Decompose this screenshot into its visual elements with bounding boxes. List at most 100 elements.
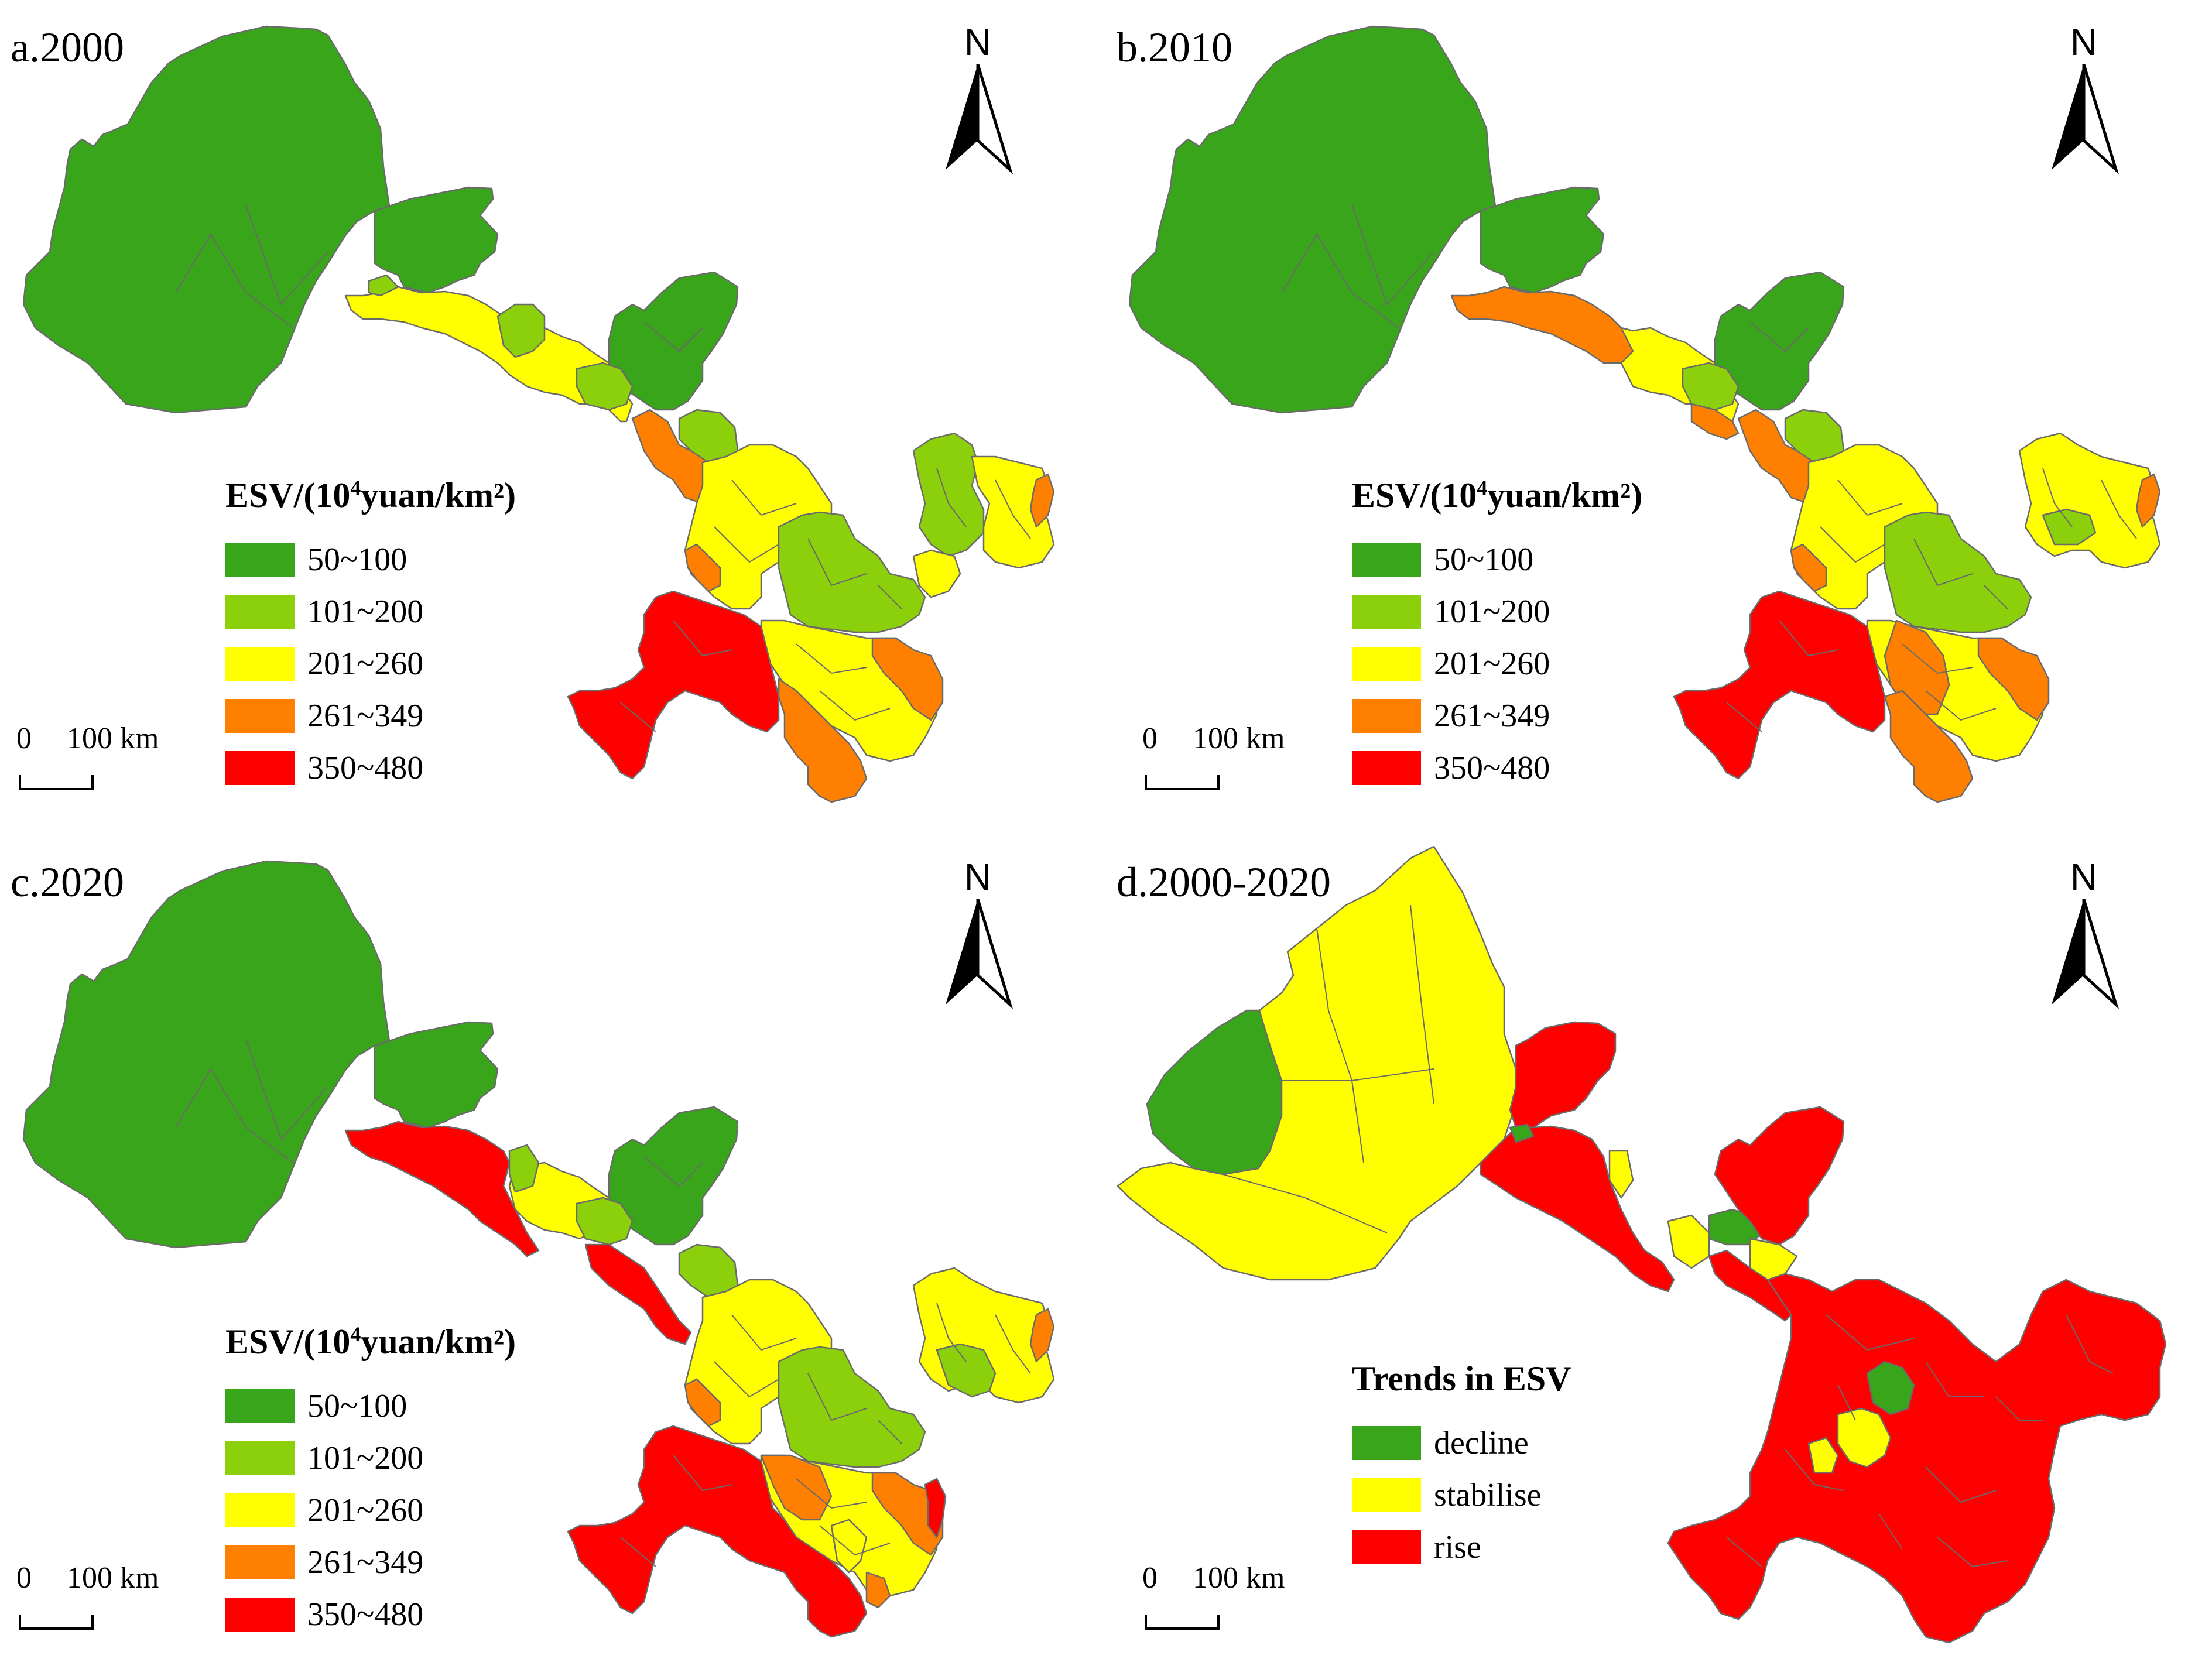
scale-zero: 0 bbox=[16, 1561, 32, 1595]
region-corridor-lightgreen-2 bbox=[576, 1197, 634, 1246]
legend-label: 261~349 bbox=[307, 697, 424, 734]
region-corridor-lightgreen-2 bbox=[576, 362, 634, 411]
esv-map-2020 bbox=[22, 860, 1055, 1638]
legend-label: 50~100 bbox=[307, 541, 408, 578]
region-south-orange bbox=[760, 1454, 833, 1521]
region-southwest-orange bbox=[684, 543, 721, 592]
region-corridor-decline-small bbox=[1509, 1123, 1535, 1143]
esv-legend: ESV/(104yuan/km²) 50~100 101~200 201~260… bbox=[225, 475, 516, 794]
region-longnan-orange bbox=[778, 678, 868, 803]
region-east-lightgreen bbox=[2042, 508, 2097, 546]
legend-label: 350~480 bbox=[1434, 749, 1550, 786]
region-west-green bbox=[22, 860, 391, 1249]
legend-item: 101~200 bbox=[1352, 585, 1642, 638]
legend-item: 50~100 bbox=[1352, 533, 1642, 585]
scale-zero: 0 bbox=[1142, 722, 1158, 755]
north-letter: N bbox=[964, 21, 992, 63]
region-southeast-red bbox=[924, 1478, 947, 1538]
legend-title: ESV/(104yuan/km²) bbox=[1352, 476, 1643, 515]
region-corridor-rise bbox=[1480, 1125, 1675, 1293]
region-corridor-lightgreen-3 bbox=[368, 274, 399, 297]
legend-swatch bbox=[1352, 1478, 1421, 1512]
scale-zero: 0 bbox=[1142, 1561, 1158, 1595]
map-panel-trend: d.2000-2020 N Trends in ESV decline stab… bbox=[1106, 835, 2212, 1669]
legend-item: 350~480 bbox=[225, 742, 516, 794]
legend-swatch bbox=[225, 1493, 295, 1527]
region-corridor-orange bbox=[1450, 286, 1634, 364]
scale-distance: 100 km bbox=[67, 722, 159, 755]
legend-label: 201~260 bbox=[1434, 645, 1550, 682]
legend-item: 261~349 bbox=[225, 1536, 516, 1588]
scale-bar-line bbox=[19, 1615, 94, 1630]
county-boundaries bbox=[1223, 904, 2114, 1568]
legend-item: 101~200 bbox=[225, 585, 516, 638]
scale-bar-line bbox=[1145, 775, 1220, 790]
north-arrow-icon bbox=[2052, 899, 2119, 1009]
legend-item: 350~480 bbox=[1352, 742, 1642, 794]
legend-swatch bbox=[1352, 542, 1421, 577]
region-northeast-green bbox=[1480, 186, 1605, 294]
legend-item: 201~260 bbox=[225, 638, 516, 690]
legend-item: 50~100 bbox=[225, 533, 516, 585]
region-central-yellow bbox=[684, 1279, 833, 1445]
legend-swatch bbox=[1352, 646, 1421, 681]
north-arrow-icon bbox=[946, 64, 1013, 174]
legend-swatch bbox=[225, 1441, 295, 1475]
map-panel-2020: c.2020 N ESV/(104yuan/km²) 50~100 101~20… bbox=[0, 835, 1106, 1669]
legend-item: 201~260 bbox=[1352, 638, 1642, 690]
north-arrow: N bbox=[943, 858, 1013, 1010]
legend-title: ESV/(104yuan/km²) bbox=[225, 476, 516, 515]
panel-label: d.2000-2020 bbox=[1117, 859, 1331, 906]
region-longnan-orange bbox=[1884, 690, 1974, 803]
scale-zero: 0 bbox=[16, 722, 32, 755]
legend-title: ESV/(104yuan/km²) bbox=[225, 1322, 516, 1361]
region-central-yellow bbox=[1790, 444, 1939, 610]
region-center-stabilise bbox=[1837, 1407, 1892, 1468]
scale-distance: 100 km bbox=[67, 1561, 159, 1595]
legend-item: 261~349 bbox=[225, 690, 516, 742]
region-east-rise bbox=[1667, 1273, 2167, 1644]
region-northeast-green bbox=[374, 186, 499, 294]
region-gannan-red bbox=[567, 590, 780, 780]
region-east-lightgreen bbox=[936, 1343, 997, 1398]
region-central-yellow bbox=[684, 444, 833, 610]
north-letter: N bbox=[964, 856, 992, 898]
region-central-lightgreen bbox=[1884, 511, 2032, 633]
legend-label: 261~349 bbox=[307, 1544, 424, 1581]
esv-trend-map bbox=[1117, 845, 2167, 1644]
legend-swatch bbox=[1352, 1425, 1421, 1460]
panel-label: c.2020 bbox=[11, 859, 124, 906]
legend-swatch bbox=[225, 594, 295, 629]
region-longnan-orange bbox=[865, 1571, 891, 1609]
panel-label: b.2010 bbox=[1117, 24, 1232, 71]
region-east-orange bbox=[2135, 473, 2161, 528]
map-panel-2010: b.2010 N ESV/(104yuan/km²) 50~100 101~20… bbox=[1106, 0, 2212, 834]
scale-bar-line bbox=[1145, 1615, 1220, 1630]
region-corridor-lightgreen bbox=[1682, 362, 1740, 411]
county-boundaries bbox=[175, 1039, 1031, 1567]
esv-legend: ESV/(104yuan/km²) 50~100 101~200 201~260… bbox=[225, 1322, 516, 1640]
region-corridor-lightgreen bbox=[496, 303, 546, 358]
legend-label: 201~260 bbox=[307, 1492, 424, 1529]
region-northeast-green bbox=[374, 1021, 499, 1129]
legend-swatch bbox=[225, 1545, 295, 1579]
scale-distance: 100 km bbox=[1193, 1561, 1285, 1595]
region-southwest-orange bbox=[1790, 543, 1827, 592]
legend-item: stabilise bbox=[1352, 1469, 1571, 1521]
legend-label: rise bbox=[1434, 1529, 1481, 1565]
legend-swatch bbox=[225, 1389, 295, 1423]
legend-label: 50~100 bbox=[307, 1387, 408, 1424]
esv-legend: ESV/(104yuan/km²) 50~100 101~200 201~260… bbox=[1352, 475, 1642, 794]
region-corridor-stabilise bbox=[1608, 1150, 1634, 1199]
north-arrow-icon bbox=[2052, 64, 2119, 174]
north-letter: N bbox=[2070, 856, 2098, 898]
legend-item: 50~100 bbox=[225, 1380, 516, 1432]
north-arrow: N bbox=[2049, 23, 2119, 176]
region-corridor-orange-2 bbox=[1690, 403, 1740, 440]
scale-bar-line bbox=[19, 775, 94, 790]
region-northeast-rise bbox=[1509, 1021, 1617, 1129]
region-east-yellow bbox=[971, 455, 1055, 569]
legend-swatch bbox=[225, 750, 295, 785]
legend-label: 201~260 bbox=[307, 645, 424, 682]
region-east-lightgreen bbox=[912, 432, 985, 557]
